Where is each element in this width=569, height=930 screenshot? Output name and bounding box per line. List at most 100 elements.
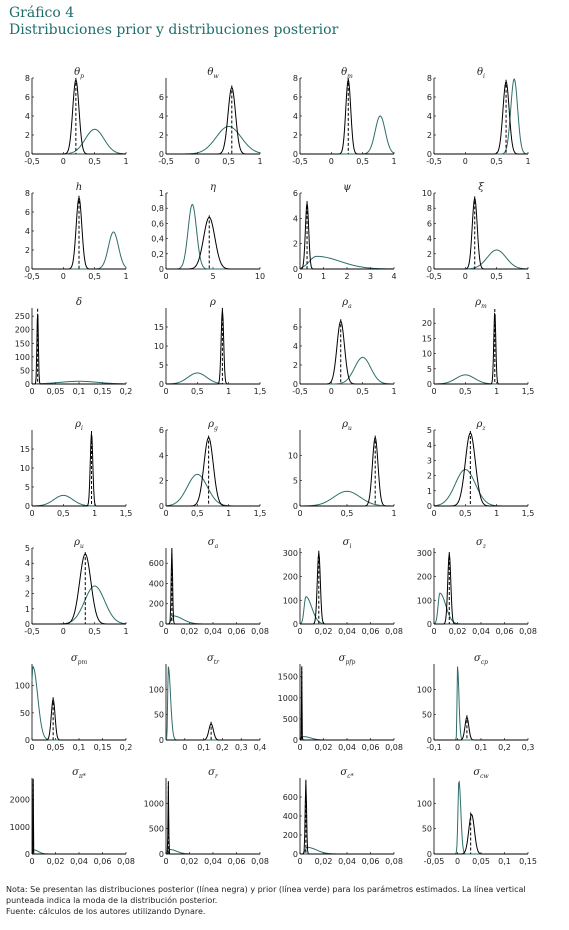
y-tick-label: 400: [283, 812, 298, 821]
y-tick-label: 3: [427, 456, 432, 465]
x-tick-label: 0,15: [519, 857, 537, 866]
source-text: Fuente: cálculos de los autores utilizan…: [6, 907, 206, 916]
x-tick-label: 0: [163, 509, 168, 518]
note-text: Nota: Se presentan las distribuciones po…: [6, 885, 526, 905]
x-tick-label: -0,5: [292, 387, 308, 396]
y-tick-label: 2: [293, 361, 298, 370]
y-tick-label: 6: [293, 93, 298, 102]
posterior-line: [166, 723, 260, 741]
y-tick-label: 300: [417, 549, 432, 558]
y-tick-label: 0: [159, 150, 164, 159]
x-tick-label: 0: [297, 627, 302, 636]
y-tick-label: 0: [293, 620, 298, 629]
y-tick-label: 50: [422, 711, 432, 720]
chart-title: σz: [476, 537, 487, 550]
y-tick-label: 200: [283, 573, 298, 582]
x-tick-label: 0: [61, 627, 66, 636]
x-tick-label: 0: [163, 272, 168, 281]
figure-notes: Nota: Se presentan las distribuciones po…: [6, 884, 562, 917]
x-tick-label: 1: [321, 272, 326, 281]
y-tick-label: 2: [293, 240, 298, 249]
x-tick-label: 0,5: [459, 509, 472, 518]
x-tick-label: 0,02: [47, 857, 65, 866]
chart-panel: σπ* 0 1000 2000 0 0,02 0,04 0,06 0,08: [10, 767, 135, 866]
x-tick-label: 0,5: [459, 387, 472, 396]
x-tick-label: 0: [29, 743, 34, 752]
y-tick-label: 4: [293, 214, 298, 223]
chart-panel: σa 0 200 400 600 0 0,02 0,04 0,06 0,08: [149, 537, 269, 636]
y-tick-label: 6: [159, 93, 164, 102]
y-tick-label: 0: [25, 265, 30, 274]
x-tick-label: 0: [163, 627, 168, 636]
prior-line: [300, 115, 395, 155]
prior-line: [31, 665, 126, 741]
y-tick-label: 4: [293, 342, 298, 351]
prior-line: [32, 128, 127, 155]
x-tick-label: 0,08: [385, 743, 403, 752]
y-tick-label: 300: [283, 549, 298, 558]
x-tick-label: 0,1: [475, 743, 488, 752]
x-tick-label: 0,06: [362, 627, 380, 636]
y-tick-label: 1000: [10, 823, 30, 832]
y-tick-label: 1000: [278, 694, 298, 703]
chart-title: ρi: [74, 419, 83, 432]
y-tick-label: 0: [25, 380, 30, 389]
prior-line: [165, 473, 260, 507]
x-tick-label: 0,08: [251, 627, 269, 636]
y-tick-label: 0,4: [151, 235, 164, 244]
chart-title: ρ: [209, 297, 216, 308]
chart-title: ρu: [73, 537, 84, 550]
x-tick-label: 0,08: [519, 627, 537, 636]
x-tick-label: 1: [92, 509, 97, 518]
y-tick-label: 500: [283, 715, 298, 724]
chart-title: σpm: [71, 653, 88, 666]
x-tick-label: 0,15: [94, 387, 112, 396]
prior-line: [166, 125, 261, 155]
posterior-line: [32, 433, 126, 507]
x-tick-label: -0,05: [424, 857, 445, 866]
y-tick-label: 2: [159, 477, 164, 486]
y-tick-label: 200: [149, 600, 164, 609]
posterior-line: [166, 309, 260, 385]
posterior-line: [299, 203, 394, 270]
x-tick-label: 0: [163, 387, 168, 396]
x-tick-label: 0: [61, 272, 66, 281]
y-tick-label: 0: [427, 150, 432, 159]
x-tick-label: 0,02: [181, 627, 199, 636]
x-tick-label: 1,5: [254, 387, 267, 396]
y-tick-label: 100: [15, 353, 30, 362]
x-tick-label: 1,5: [120, 509, 133, 518]
x-tick-label: 0,2: [216, 743, 229, 752]
y-tick-label: 2: [159, 131, 164, 140]
chart-title: δ: [76, 297, 82, 308]
y-tick-label: 0: [25, 736, 30, 745]
x-tick-label: 1: [525, 157, 530, 166]
x-tick-label: 0: [329, 387, 334, 396]
x-tick-label: 0: [463, 272, 468, 281]
x-tick-label: 0,5: [356, 157, 369, 166]
y-tick-label: 6: [427, 93, 432, 102]
x-tick-label: 1: [123, 627, 128, 636]
y-tick-label: 1: [427, 487, 432, 496]
x-tick-label: 1,5: [254, 509, 267, 518]
x-tick-label: -0,5: [426, 157, 442, 166]
posterior-line: [32, 697, 126, 741]
y-tick-label: 6: [293, 189, 298, 198]
x-tick-label: 0: [29, 857, 34, 866]
chart-title: θp: [74, 67, 84, 80]
posterior-line: [434, 312, 528, 385]
x-tick-label: 0,08: [385, 627, 403, 636]
x-tick-label: 0,06: [228, 857, 246, 866]
x-tick-label: 0: [29, 387, 34, 396]
y-tick-label: 0: [159, 620, 164, 629]
x-tick-label: 0: [431, 387, 436, 396]
x-tick-label: 1: [525, 272, 530, 281]
chart-panel: ρ 0 5 10 15 0 0,5 1 1,5: [154, 297, 267, 396]
y-tick-label: 500: [149, 825, 164, 834]
y-tick-label: 4: [427, 441, 432, 450]
x-tick-label: 0,06: [362, 857, 380, 866]
x-tick-label: 0,5: [88, 627, 101, 636]
x-tick-label: 0: [297, 857, 302, 866]
posterior-line: [300, 436, 394, 507]
